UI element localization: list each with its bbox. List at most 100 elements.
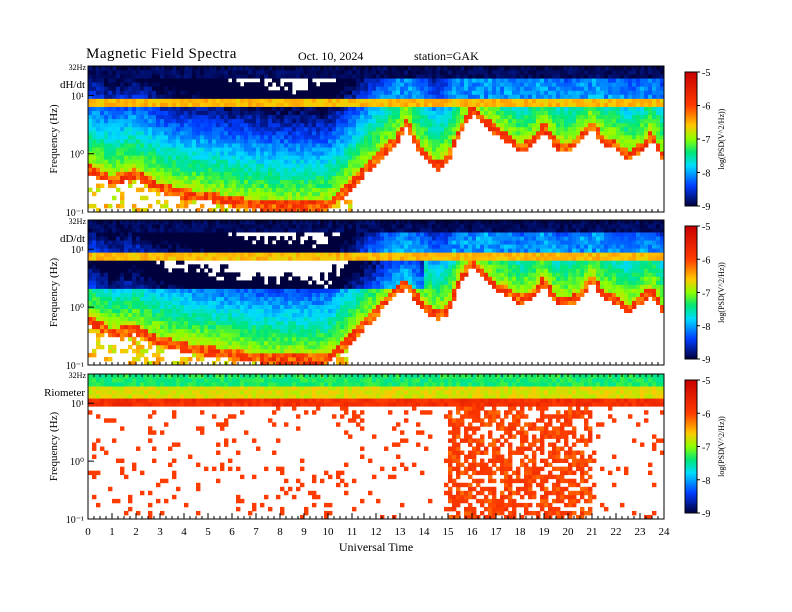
heatmap-cell (136, 260, 141, 265)
heatmap-cell (376, 134, 381, 140)
heatmap-cell (148, 183, 153, 189)
heatmap-cell (344, 86, 349, 91)
heatmap-cell (140, 171, 145, 176)
heatmap-cell (280, 163, 285, 168)
heatmap-cell (424, 82, 429, 87)
heatmap-cell (128, 252, 133, 257)
heatmap-cell (144, 348, 149, 354)
heatmap-cell (600, 134, 605, 140)
heatmap-cell (172, 292, 177, 297)
heatmap-cell (616, 118, 621, 124)
heatmap-cell (568, 126, 573, 132)
heatmap-cell (512, 118, 517, 124)
heatmap-cell (564, 110, 569, 116)
heatmap-cell (300, 118, 305, 124)
heatmap-cell (92, 244, 97, 249)
heatmap-cell (196, 175, 201, 180)
heatmap-cell (388, 98, 393, 103)
heatmap-cell (152, 122, 157, 128)
heatmap-cell (192, 106, 197, 112)
heatmap-cell (180, 90, 185, 95)
heatmap-cell (128, 98, 133, 103)
heatmap-cell (572, 118, 577, 124)
heatmap-cell (164, 344, 169, 350)
heatmap-cell (276, 159, 281, 164)
heatmap-cell (160, 114, 165, 120)
heatmap-cell (352, 134, 357, 140)
heatmap-cell (200, 147, 205, 152)
heatmap-cell (492, 66, 497, 71)
heatmap-cell (592, 82, 597, 87)
heatmap-cell (152, 155, 157, 160)
heatmap-cell (268, 159, 273, 164)
heatmap-cell (504, 114, 509, 120)
heatmap-cell (644, 74, 649, 79)
heatmap-cell (100, 110, 105, 116)
heatmap-cell (568, 78, 573, 83)
colorbar-segment (685, 114, 697, 118)
heatmap-cell (500, 126, 505, 132)
heatmap-cell (488, 126, 493, 132)
heatmap-cell (196, 195, 201, 201)
heatmap-cell (88, 352, 93, 358)
heatmap-cell (140, 82, 145, 87)
heatmap-cell (228, 143, 233, 148)
heatmap-cell (380, 139, 385, 144)
heatmap-cell (460, 110, 465, 116)
heatmap-cell (96, 151, 101, 156)
heatmap-cell (204, 86, 209, 91)
heatmap-cell (108, 203, 113, 209)
heatmap-cell (112, 134, 117, 140)
heatmap-cell (584, 82, 589, 87)
heatmap-cell (184, 90, 189, 95)
heatmap-cell (372, 159, 377, 164)
colorbar-segment (685, 203, 697, 207)
heatmap-cell (224, 187, 229, 193)
heatmap-cell (660, 139, 665, 144)
colorbar-segment (685, 101, 697, 104)
heatmap-cell (104, 228, 109, 233)
heatmap-cell (308, 183, 313, 189)
heatmap-cell (116, 236, 121, 241)
heatmap-cell (200, 114, 205, 120)
heatmap-cell (384, 106, 389, 112)
heatmap-cell (228, 187, 233, 193)
heatmap-cell (188, 348, 193, 354)
heatmap-cell (288, 70, 293, 75)
heatmap-cell (236, 147, 241, 152)
heatmap-cell (172, 328, 177, 334)
heatmap-cell (384, 86, 389, 91)
heatmap-cell (88, 252, 93, 257)
heatmap-cell (436, 66, 441, 71)
heatmap-cell (140, 320, 145, 326)
heatmap-cell (292, 159, 297, 164)
heatmap-cell (288, 126, 293, 132)
heatmap-cell (92, 78, 97, 83)
heatmap-cell (536, 130, 541, 136)
heatmap-cell (148, 292, 153, 297)
heatmap-cell (612, 78, 617, 83)
heatmap-cell (460, 126, 465, 132)
heatmap-cell (256, 139, 261, 144)
heatmap-cell (296, 183, 301, 189)
heatmap-cell (156, 66, 161, 71)
heatmap-cell (268, 175, 273, 180)
heatmap-cell (392, 102, 397, 107)
heatmap-cell (172, 94, 177, 99)
heatmap-cell (104, 264, 109, 269)
heatmap-cell (432, 66, 437, 71)
heatmap-cell (372, 74, 377, 79)
heatmap-cell (604, 139, 609, 144)
heatmap-cell (392, 122, 397, 128)
heatmap-cell (164, 143, 169, 148)
heatmap-cell (532, 139, 537, 144)
heatmap-cell (384, 143, 389, 148)
heatmap-cell (276, 126, 281, 132)
heatmap-cell (416, 134, 421, 140)
heatmap-cell (120, 130, 125, 136)
heatmap-cell (496, 106, 501, 112)
heatmap-cell (528, 74, 533, 79)
heatmap-cell (660, 118, 665, 124)
heatmap-cell (336, 118, 341, 124)
heatmap-cell (620, 102, 625, 107)
